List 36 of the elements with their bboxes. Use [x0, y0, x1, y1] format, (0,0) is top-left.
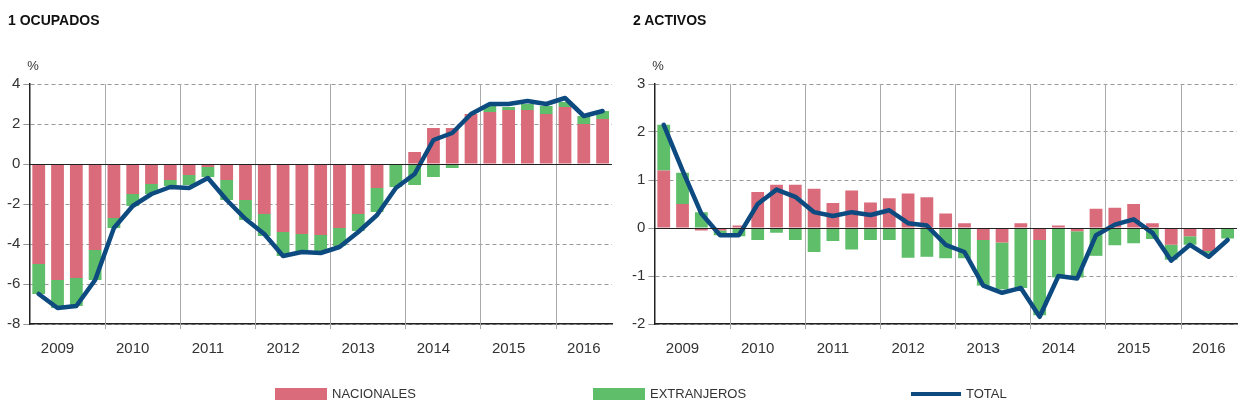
y-tick-label: -1	[631, 266, 646, 284]
legend-label: TOTAL	[966, 386, 1007, 401]
y-axis-title: %	[27, 58, 40, 73]
y-tick-label: 2	[636, 122, 646, 140]
legend-label: NACIONALES	[332, 386, 416, 401]
y-tick-label: 1	[636, 170, 646, 188]
x-tick-label: 2016	[567, 339, 601, 357]
x-tick-label: 2015	[491, 339, 526, 357]
x-tick-label: 2016	[1192, 339, 1226, 357]
x-tick-label: 2010	[116, 339, 150, 357]
x-tick-label: 2010	[741, 339, 775, 357]
y-tick-label: 3	[636, 74, 646, 92]
x-tick-label: 2012	[266, 339, 300, 357]
chart-title: 2 ACTIVOS	[632, 11, 708, 30]
y-tick-label: -6	[6, 274, 21, 292]
x-tick-label: 2014	[1041, 339, 1076, 357]
y-axis-title: %	[652, 58, 665, 73]
y-tick-label: -4	[6, 234, 21, 252]
y-tick-label: -2	[6, 194, 21, 212]
x-tick-label: 2009	[40, 339, 75, 357]
legend-label: EXTRANJEROS	[650, 386, 747, 401]
x-tick-label: 2011	[191, 339, 225, 357]
y-tick-label: 4	[11, 74, 21, 92]
y-tick-label: 0	[636, 218, 646, 236]
x-tick-label: 2009	[665, 339, 700, 357]
chart-title: 1 OCUPADOS	[7, 11, 101, 30]
x-tick-label: 2014	[416, 339, 451, 357]
x-tick-label: 2012	[891, 339, 925, 357]
y-tick-label: -2	[631, 314, 646, 332]
y-tick-label: -8	[6, 314, 21, 332]
x-tick-label: 2011	[816, 339, 850, 357]
y-tick-label: 2	[11, 114, 21, 132]
y-tick-label: 0	[11, 154, 21, 172]
x-tick-label: 2013	[341, 339, 375, 357]
x-tick-label: 2013	[966, 339, 1000, 357]
x-tick-label: 2015	[1116, 339, 1151, 357]
